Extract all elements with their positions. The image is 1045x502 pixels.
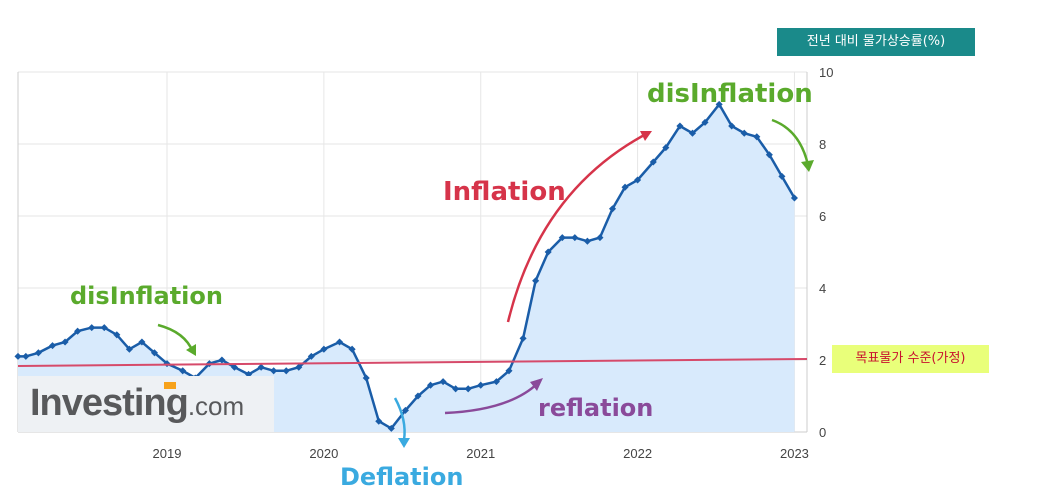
data-point (634, 176, 642, 184)
data-point (138, 338, 146, 346)
y-tick-label: 8 (819, 137, 826, 152)
data-point (179, 367, 187, 375)
data-point (532, 277, 540, 285)
data-point (519, 334, 527, 342)
data-point (740, 129, 748, 137)
y-tick-label: 4 (819, 281, 826, 296)
series-area (18, 104, 795, 433)
data-point (295, 363, 303, 371)
data-point (608, 205, 617, 213)
data-point (439, 378, 447, 386)
data-point (230, 363, 239, 371)
x-tick-label: 2019 (153, 446, 182, 461)
y-tick-label: 2 (819, 353, 826, 368)
data-point (688, 129, 697, 137)
data-point (375, 417, 383, 425)
watermark-text: Investing.com (30, 382, 244, 425)
y-axis-title-badge: 전년 대비 물가상승률(%) (777, 28, 975, 56)
data-point (715, 100, 723, 108)
data-point (676, 122, 684, 130)
y-axis-ticks: 0 2 4 6 8 10 (819, 65, 833, 440)
inflation-arrow (506, 131, 649, 323)
data-point (113, 331, 121, 339)
data-point (362, 374, 370, 382)
data-point (320, 345, 328, 353)
x-tick-label: 2021 (466, 446, 495, 461)
target-level-badge: 목표물가 수준(가정) (832, 345, 989, 373)
data-point (728, 122, 736, 130)
data-point (790, 194, 798, 202)
deflation-arrow-head (398, 438, 410, 448)
data-point (583, 237, 591, 245)
data-point (348, 345, 356, 353)
data-point (414, 392, 422, 400)
data-point (307, 352, 315, 360)
data-point (765, 151, 773, 159)
inflation-label: Inflation (443, 177, 566, 207)
data-point (452, 385, 460, 393)
data-point (22, 352, 30, 360)
watermark-logo: Investing.com (18, 376, 274, 432)
watermark-suffix: .com (187, 391, 245, 421)
y-tick-label: 10 (819, 65, 833, 80)
target-line (17, 358, 808, 367)
data-point (401, 406, 409, 414)
disinflation-label-1: disInflation (70, 282, 223, 310)
disinflation-arrow-2 (771, 118, 810, 166)
data-point (427, 381, 435, 389)
disinflation-label-2: disInflation (647, 79, 813, 109)
x-tick-label: 2022 (623, 446, 652, 461)
watermark-main: Investing (30, 382, 189, 424)
y-tick-label: 6 (819, 209, 826, 224)
data-point (492, 378, 500, 386)
deflation-label: Deflation (340, 463, 463, 491)
data-point (753, 133, 761, 141)
inflation-arrow-head (640, 131, 652, 141)
data-point (74, 327, 82, 335)
data-point (621, 183, 629, 191)
data-point (125, 345, 133, 353)
data-point (464, 385, 472, 393)
disinflation-arrow-1 (157, 323, 195, 353)
data-point (282, 367, 290, 375)
data-point (14, 352, 22, 360)
data-point (701, 118, 709, 126)
data-point (477, 381, 485, 389)
disinflation-arrow-2-head (801, 160, 814, 172)
data-point (270, 367, 278, 375)
data-point (88, 324, 96, 332)
data-point (61, 338, 69, 346)
data-point (544, 248, 552, 256)
data-point (100, 324, 108, 332)
data-point (505, 367, 513, 375)
data-point (662, 144, 670, 152)
data-point (48, 342, 57, 350)
x-tick-label: 2023 (780, 446, 809, 461)
data-point (218, 356, 226, 364)
data-point (596, 234, 604, 242)
data-point (778, 172, 786, 180)
disinflation-arrow-1-head (186, 344, 196, 356)
deflation-arrow (393, 397, 406, 441)
data-point (649, 158, 657, 166)
y-tick-label: 0 (819, 425, 826, 440)
data-point (571, 234, 579, 242)
data-point (150, 349, 159, 357)
reflation-arrow-head (530, 378, 543, 391)
data-point (34, 349, 42, 357)
reflation-label: reflation (538, 394, 653, 422)
data-point (257, 363, 265, 371)
data-point (558, 234, 566, 242)
x-tick-label: 2020 (309, 446, 338, 461)
reflation-arrow (444, 382, 539, 415)
data-point (336, 338, 344, 346)
data-point (387, 424, 395, 432)
x-axis-ticks: 2019 2020 2021 2022 2023 (153, 446, 809, 461)
logo-accent (164, 382, 176, 389)
